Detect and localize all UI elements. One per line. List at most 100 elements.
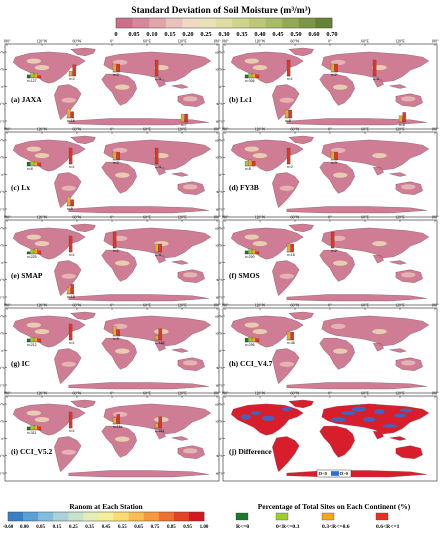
lon-tick-label: 120°W — [37, 392, 48, 396]
site-bar — [244, 161, 249, 167]
map-panel: 180° 120°W 60°W 0° 60°E 120°E 180° 60°N 30°N 0° 30… — [0, 216, 221, 306]
sd-colorbar-swatch — [282, 18, 300, 28]
r-colorbar-tick: 0.25 — [69, 525, 78, 530]
lat-tick-label: 0° — [1, 85, 5, 89]
site-bar — [26, 74, 31, 79]
site-bar-group: n=2 — [112, 151, 121, 165]
site-bar-group: n=154 — [112, 414, 123, 429]
site-bar-group: n=2 — [68, 64, 77, 81]
lon-tick-label: 180° — [3, 40, 11, 44]
diff-positive-patch — [281, 407, 292, 412]
high-sd-patch — [183, 360, 198, 366]
diff-positive-patch — [341, 411, 356, 416]
site-bar — [286, 331, 291, 341]
map-panel: 180° 120°W 60°W 0° 60°E 120°E 180° 60°N 30°N 0° 30… — [215, 216, 439, 306]
site-count-label: n=7 — [181, 123, 187, 127]
site-count-label: n=1 — [287, 77, 293, 81]
lon-tick-label: 0° — [110, 216, 114, 220]
lat-tick-label: 30°N — [215, 244, 223, 248]
land-group — [230, 223, 430, 302]
high-sd-patch — [333, 84, 348, 90]
site-bar — [334, 63, 338, 73]
lat-tick-label: 0° — [1, 349, 5, 353]
high-sd-patch — [61, 97, 76, 103]
site-bar — [68, 147, 73, 165]
site-count-label: n=5 — [67, 207, 73, 211]
site-bar — [284, 109, 289, 119]
site-bar — [248, 248, 252, 255]
r-colorbar-swatch — [53, 512, 69, 521]
high-sd-patch — [252, 152, 268, 159]
r-colorbar-tick: 1.00 — [200, 525, 209, 530]
lat-tick-label: 0° — [1, 437, 5, 441]
site-bar — [154, 423, 159, 429]
sd-colorbar-tick: 0.60 — [308, 31, 319, 38]
lon-tick-label: 60°W — [291, 128, 300, 132]
site-bar — [68, 323, 73, 341]
lon-tick-label: 60°E — [361, 392, 369, 396]
lat-tick-label: 60°N — [0, 226, 5, 230]
sd-colorbar-swatch — [116, 18, 133, 28]
lat-tick-label: 30°N — [0, 68, 5, 72]
site-count-label: n=4 — [155, 253, 161, 257]
difference-legend-neg: D<0 — [319, 471, 328, 476]
lon-tick-label: 120°E — [177, 128, 187, 132]
diff-positive-patch — [262, 415, 275, 421]
site-count-label: n=5 — [113, 337, 119, 341]
site-count-label: n=18 — [67, 295, 75, 299]
sd-colorbar-swatch — [315, 18, 333, 28]
site-bar — [68, 71, 73, 77]
site-legend-label: 0<R<=0.3 — [276, 524, 300, 530]
high-sd-patch — [115, 348, 130, 354]
site-count-label: n=3 — [155, 77, 161, 81]
high-sd-patch — [252, 328, 268, 335]
site-count-label: n=3 — [331, 161, 337, 165]
high-sd-patch — [331, 323, 346, 329]
site-bar-group: n=2 — [330, 63, 339, 77]
site-bar — [252, 73, 256, 79]
site-count-label: n=1 — [69, 341, 75, 345]
diff-positive-patch — [382, 424, 397, 429]
lon-tick-label: 180° — [431, 216, 439, 220]
land-group — [230, 311, 430, 390]
high-sd-patch — [26, 58, 41, 64]
site-bar-group: n=8 — [398, 112, 407, 127]
map-panel: 180° 120°W 60°W 0° 60°E 120°E 180° 60°N 30°N 0° 30… — [215, 392, 439, 482]
lon-tick-label: 120°W — [37, 216, 48, 220]
high-sd-patch — [61, 185, 76, 191]
panel-label: (e) SMAP — [11, 271, 43, 280]
site-bar — [154, 243, 159, 253]
r-colorbar-swatch — [23, 512, 39, 521]
site-bar — [154, 335, 159, 341]
lon-tick-label: 60°W — [73, 304, 82, 308]
high-sd-patch — [372, 152, 387, 159]
site-bar — [30, 161, 34, 167]
high-sd-patch — [113, 147, 128, 153]
lon-tick-label: 180° — [221, 392, 229, 396]
site-bar — [34, 73, 38, 79]
lat-tick-label: 60°S — [216, 295, 223, 299]
lon-tick-label: 120°E — [395, 40, 405, 44]
site-bar — [184, 113, 188, 123]
lon-tick-label: 180° — [213, 128, 221, 132]
sd-colorbar-swatch — [165, 18, 183, 28]
lat-tick-label: 0° — [219, 261, 223, 265]
lat-tick-label: 30°N — [215, 420, 223, 424]
lat-tick-label: 30°S — [0, 366, 5, 370]
high-sd-patch — [115, 172, 130, 178]
site-bar — [112, 326, 117, 337]
lon-tick-label: 180° — [221, 304, 229, 308]
high-sd-patch — [115, 436, 130, 442]
site-bar — [330, 63, 335, 73]
r-colorbar-tick: 0.15 — [53, 525, 62, 530]
site-bar — [255, 251, 260, 255]
lat-tick-label: 30°S — [216, 454, 223, 458]
site-bar — [288, 109, 292, 119]
lat-tick-label: 60°S — [0, 295, 5, 299]
site-bar-group: n=306 — [244, 73, 260, 83]
lon-tick-label: 60°W — [291, 216, 300, 220]
lon-tick-label: 120°W — [37, 40, 48, 44]
sd-colorbar-tick: 0.70 — [326, 31, 337, 38]
lat-tick-label: 60°S — [216, 207, 223, 211]
site-bar — [112, 231, 117, 249]
